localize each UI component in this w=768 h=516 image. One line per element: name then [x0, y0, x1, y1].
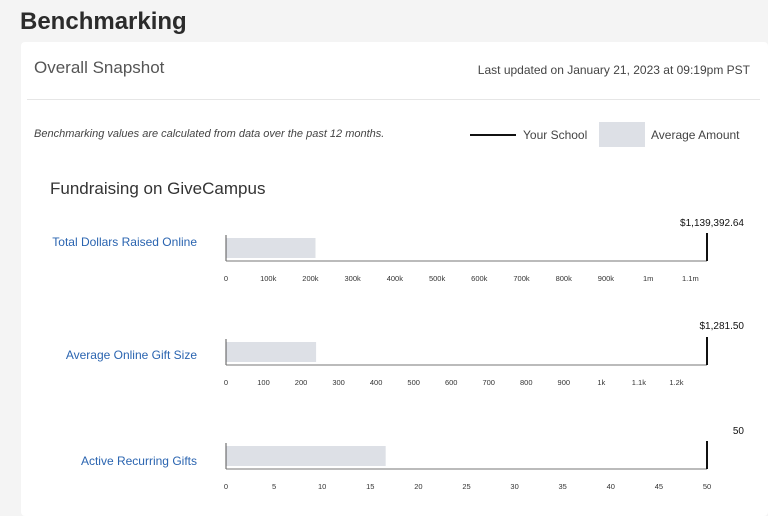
- tick-label-average-gift: 300: [332, 378, 345, 387]
- benchmark-charts: $1,139,392.64 0 100k 200k 300k 400k 500k 600k 70…: [224, 218, 745, 491]
- average-bar-average-gift: [226, 342, 317, 362]
- tick-label-total-dollars: 100k: [260, 274, 277, 283]
- tick-label-average-gift: 1.1k: [632, 378, 646, 387]
- tick-label-average-gift: 600: [445, 378, 458, 387]
- tick-label-recurring-gifts: 50: [703, 482, 711, 491]
- tick-label-average-gift: 700: [482, 378, 495, 387]
- tick-label-recurring-gifts: 30: [510, 482, 518, 491]
- average-bar-total-dollars: [226, 238, 316, 258]
- metric-label-recurring-gifts[interactable]: Active Recurring Gifts: [80, 454, 197, 468]
- tick-label-recurring-gifts: 40: [607, 482, 615, 491]
- legend-your-school-swatch: [470, 134, 516, 136]
- last-updated-text: Last updated on January 21, 2023 at 09:1…: [477, 63, 750, 77]
- tick-label-recurring-gifts: 20: [414, 482, 422, 491]
- tick-label-average-gift: 1k: [597, 378, 605, 387]
- snapshot-title: Overall Snapshot: [34, 58, 165, 77]
- tick-label-recurring-gifts: 35: [559, 482, 567, 491]
- average-bar-recurring-gifts: [226, 446, 386, 466]
- tick-label-recurring-gifts: 0: [224, 482, 228, 491]
- your-school-value-total-dollars: $1,139,392.64: [680, 218, 744, 229]
- page-title: Benchmarking: [20, 8, 187, 35]
- tick-label-total-dollars: 700k: [513, 274, 530, 283]
- tick-label-average-gift: 500: [407, 378, 420, 387]
- tick-label-average-gift: 100: [257, 378, 270, 387]
- tick-label-total-dollars: 800k: [556, 274, 573, 283]
- tick-label-total-dollars: 1m: [643, 274, 653, 283]
- tick-label-average-gift: 900: [558, 378, 571, 387]
- tick-label-total-dollars: 400k: [387, 274, 404, 283]
- tick-label-average-gift: 0: [224, 378, 228, 387]
- tick-label-total-dollars: 0: [224, 274, 228, 283]
- metric-label-average-gift[interactable]: Average Online Gift Size: [65, 348, 197, 362]
- metric-label-total-dollars[interactable]: Total Dollars Raised Online: [52, 235, 197, 249]
- tick-label-recurring-gifts: 45: [655, 482, 663, 491]
- tick-label-recurring-gifts: 25: [462, 482, 470, 491]
- tick-label-recurring-gifts: 10: [318, 482, 326, 491]
- tick-label-total-dollars: 1.1m: [682, 274, 699, 283]
- snapshot-card: Overall Snapshot Last updated on January…: [21, 42, 768, 516]
- legend-average-label: Average Amount: [651, 128, 740, 142]
- tick-label-total-dollars: 300k: [345, 274, 362, 283]
- tick-label-total-dollars: 500k: [429, 274, 446, 283]
- tick-label-average-gift: 200: [295, 378, 308, 387]
- tick-label-total-dollars: 200k: [302, 274, 319, 283]
- tick-label-average-gift: 800: [520, 378, 533, 387]
- your-school-value-average-gift: $1,281.50: [700, 321, 745, 332]
- section-title: Fundraising on GiveCampus: [50, 179, 266, 198]
- legend-your-school-label: Your School: [523, 128, 588, 142]
- legend-average-swatch: [599, 122, 645, 147]
- tick-label-recurring-gifts: 5: [272, 482, 276, 491]
- benchmark-note: Benchmarking values are calculated from …: [34, 128, 385, 140]
- tick-label-total-dollars: 600k: [471, 274, 488, 283]
- tick-label-average-gift: 400: [370, 378, 383, 387]
- tick-label-total-dollars: 900k: [598, 274, 615, 283]
- tick-label-average-gift: 1.2k: [669, 378, 683, 387]
- your-school-value-recurring-gifts: 50: [733, 426, 745, 437]
- tick-label-recurring-gifts: 15: [366, 482, 374, 491]
- divider: [27, 99, 760, 100]
